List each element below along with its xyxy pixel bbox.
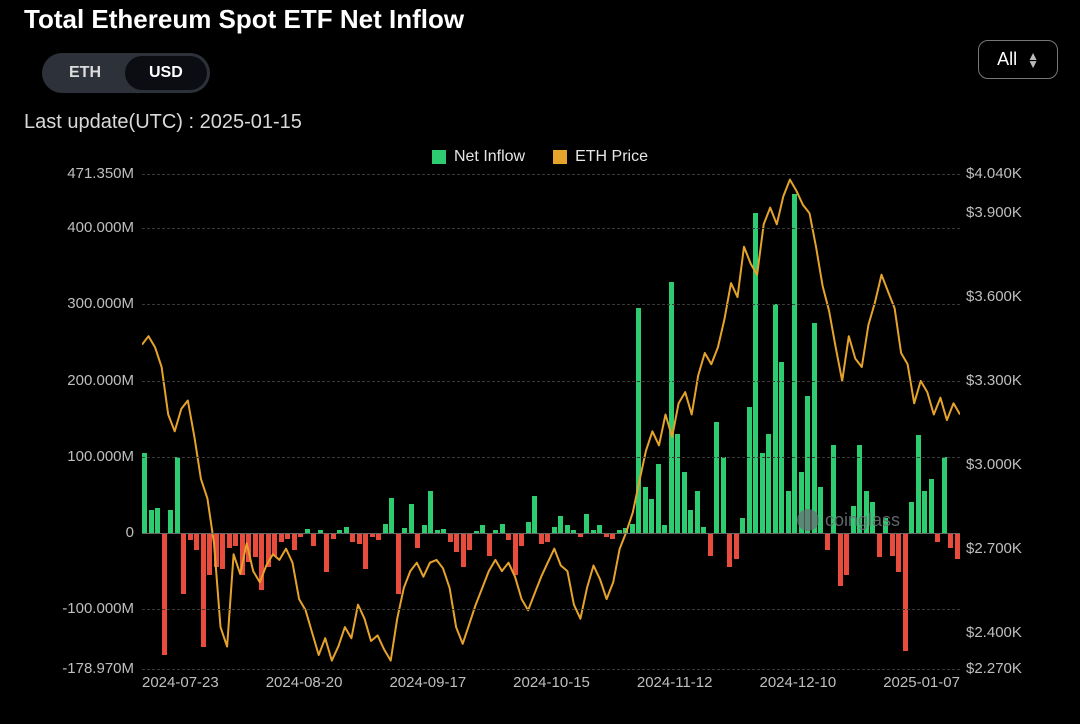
coinglass-logo-icon (797, 509, 819, 531)
page-title: Total Ethereum Spot ETF Net Inflow (24, 4, 464, 35)
y-right-tick: $2.700K (966, 540, 1056, 557)
legend-net-inflow: Net Inflow (432, 148, 525, 166)
swatch-net-inflow (432, 150, 446, 164)
y-left-tick: 100.000M (24, 448, 134, 465)
x-tick: 2024-12-10 (759, 674, 836, 691)
range-selector-button[interactable]: All ▲▼ (978, 40, 1058, 79)
range-label: All (997, 49, 1017, 70)
x-tick: 2024-08-20 (266, 674, 343, 691)
updown-icon: ▲▼ (1027, 52, 1039, 68)
y-right-tick: $2.270K (966, 660, 1056, 677)
y-right-tick: $4.040K (966, 165, 1056, 182)
net-inflow-chart: 471.350M400.000M300.000M200.000M100.000M… (24, 174, 1056, 704)
currency-toggle: ETH USD (42, 53, 210, 93)
chart-legend: Net Inflow ETH Price (0, 134, 1080, 166)
y-left-tick: -100.000M (24, 600, 134, 617)
y-left-tick: 471.350M (24, 165, 134, 182)
swatch-eth-price (553, 150, 567, 164)
y-left-tick: 300.000M (24, 295, 134, 312)
y-left-tick: -178.970M (24, 660, 134, 677)
y-right-tick: $3.600K (966, 288, 1056, 305)
legend-eth-price: ETH Price (553, 148, 648, 166)
y-right-tick: $2.400K (966, 624, 1056, 641)
y-right-tick: $3.900K (966, 204, 1056, 221)
eth-price-line (142, 174, 960, 669)
x-tick: 2024-11-12 (637, 674, 713, 691)
x-tick: 2024-09-17 (389, 674, 466, 691)
coinglass-watermark: coinglass (797, 509, 900, 531)
x-tick: 2024-07-23 (142, 674, 219, 691)
y-right-tick: $3.300K (966, 372, 1056, 389)
y-right-tick: $3.000K (966, 456, 1056, 473)
y-left-tick: 0 (24, 524, 134, 541)
toggle-eth-button[interactable]: ETH (45, 56, 125, 90)
x-tick: 2025-01-07 (883, 674, 960, 691)
x-tick: 2024-10-15 (513, 674, 590, 691)
last-update-label: Last update(UTC) : 2025-01-15 (0, 93, 1080, 134)
toggle-usd-button[interactable]: USD (125, 56, 207, 90)
y-left-tick: 200.000M (24, 372, 134, 389)
y-left-tick: 400.000M (24, 219, 134, 236)
